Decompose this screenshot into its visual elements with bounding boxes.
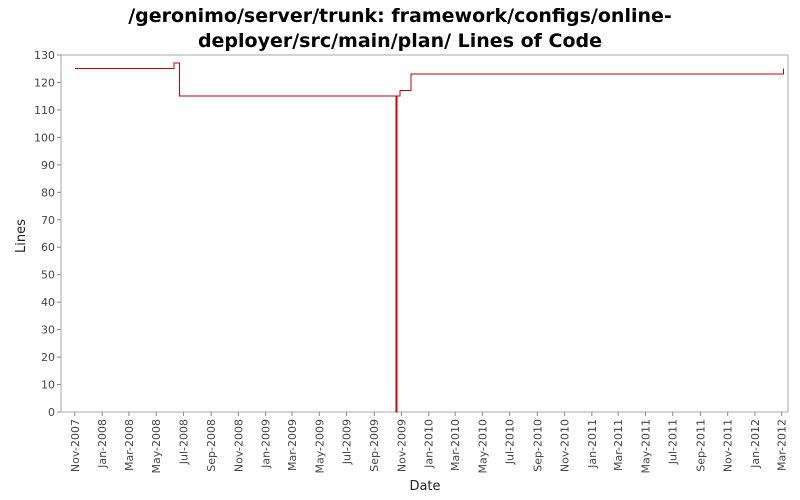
y-tick-label: 70: [41, 214, 55, 227]
x-tick-label: Jul-2008: [177, 419, 190, 465]
series-line: [74, 62, 785, 413]
x-tick-label: Jan-2011: [586, 419, 599, 469]
chart-title-line-1: /geronimo/server/trunk: framework/config…: [128, 5, 672, 27]
y-tick-label: 0: [48, 406, 55, 419]
x-tick-label: May-2008: [150, 419, 163, 474]
plot-area: [60, 54, 789, 413]
chart-title: /geronimo/server/trunk: framework/config…: [0, 4, 800, 54]
x-tick-label: Jul-2011: [667, 419, 680, 465]
x-tick-label: Jul-2010: [504, 419, 517, 465]
x-axis-title: Date: [409, 479, 440, 494]
y-tick-label: 130: [34, 49, 55, 62]
y-tick-label: 30: [41, 324, 55, 337]
y-tick-label: 110: [34, 104, 55, 117]
x-tick-label: Mar-2008: [123, 419, 136, 471]
y-axis-title: Lines: [14, 219, 29, 253]
x-tick-label: Jan-2012: [749, 419, 762, 469]
chart-title-line-2: deployer/src/main/plan/ Lines of Code: [197, 30, 603, 52]
x-tick-label: Jan-2008: [96, 419, 109, 469]
x-tick-label: Nov-2011: [722, 419, 735, 472]
x-tick-label: May-2010: [476, 419, 489, 474]
y-tick-label: 100: [34, 131, 55, 144]
x-tick-label: Sep-2010: [531, 419, 544, 472]
x-tick-label: Mar-2010: [449, 419, 462, 471]
y-tick-label: 80: [41, 186, 55, 199]
y-tick-label: 120: [34, 76, 55, 89]
x-tick-label: Nov-2010: [559, 419, 572, 472]
x-tick-label: Nov-2007: [69, 419, 82, 472]
y-tick-label: 50: [41, 269, 55, 282]
x-tick-label: Jan-2010: [423, 419, 436, 469]
x-tick-label: Jan-2009: [260, 419, 273, 469]
x-tick-label: May-2011: [639, 419, 652, 474]
x-tick-label: Sep-2009: [368, 419, 381, 472]
x-tick-label: Jul-2009: [341, 419, 354, 465]
x-tick-label: Sep-2008: [205, 419, 218, 472]
y-tick-label: 90: [41, 159, 55, 172]
x-tick-label: May-2009: [313, 419, 326, 474]
y-tick-label: 20: [41, 351, 55, 364]
x-tick-label: Mar-2011: [612, 419, 625, 471]
x-tick-label: Nov-2008: [232, 419, 245, 472]
y-axis: 0 10 20 30 40 50 60 70 80 90 100 110 120 130: [34, 49, 61, 419]
x-tick-label: Mar-2012: [776, 419, 789, 471]
series-layer: [74, 62, 785, 413]
y-tick-label: 60: [41, 241, 55, 254]
x-tick-label: Nov-2009: [395, 419, 408, 472]
x-tick-label: Sep-2011: [694, 419, 707, 472]
y-tick-label: 40: [41, 296, 55, 309]
x-axis: Nov-2007 Jan-2008 Mar-2008 May-2008 Jul-2008…: [69, 412, 789, 474]
x-tick-label: Mar-2009: [286, 419, 299, 471]
y-tick-label: 10: [41, 379, 55, 392]
